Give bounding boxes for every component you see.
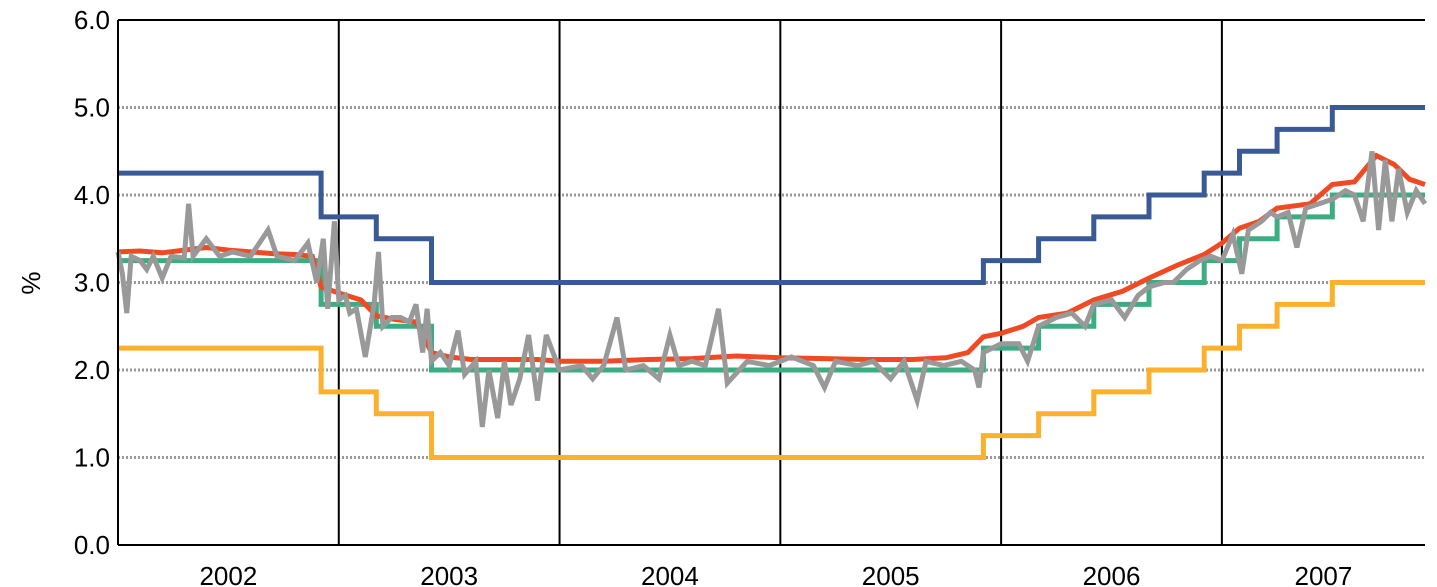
x-tick-label: 2007 xyxy=(1295,561,1353,587)
y-axis-label: % xyxy=(16,271,46,294)
x-tick-label: 2003 xyxy=(420,561,478,587)
x-tick-label: 2006 xyxy=(1083,561,1141,587)
y-tick-label: 3.0 xyxy=(74,268,110,298)
x-tick-label: 2005 xyxy=(862,561,920,587)
series-line-grey-series xyxy=(115,150,1428,428)
y-tick-labels: 0.0 1.0 2.0 3.0 4.0 5.0 6.0 xyxy=(74,5,110,560)
y-tick-label: 6.0 xyxy=(74,5,110,35)
x-tick-label: 2004 xyxy=(641,561,699,587)
series-line-red-series xyxy=(117,152,1426,364)
x-tick-label: 2002 xyxy=(199,561,257,587)
y-tick-label: 4.0 xyxy=(74,180,110,210)
y-tick-label: 5.0 xyxy=(74,93,110,123)
y-tick-label: 0.0 xyxy=(74,530,110,560)
y-tick-label: 2.0 xyxy=(74,355,110,385)
y-tick-label: 1.0 xyxy=(74,443,110,473)
series-line-lower-rate xyxy=(118,280,1425,460)
plot-frame xyxy=(117,19,1425,546)
x-tick-labels: 2002 2003 2004 2005 2006 2007 xyxy=(199,561,1352,587)
series-line-policy-rate xyxy=(118,192,1425,373)
series-group xyxy=(115,105,1428,460)
series-line-upper-rate xyxy=(118,105,1425,285)
